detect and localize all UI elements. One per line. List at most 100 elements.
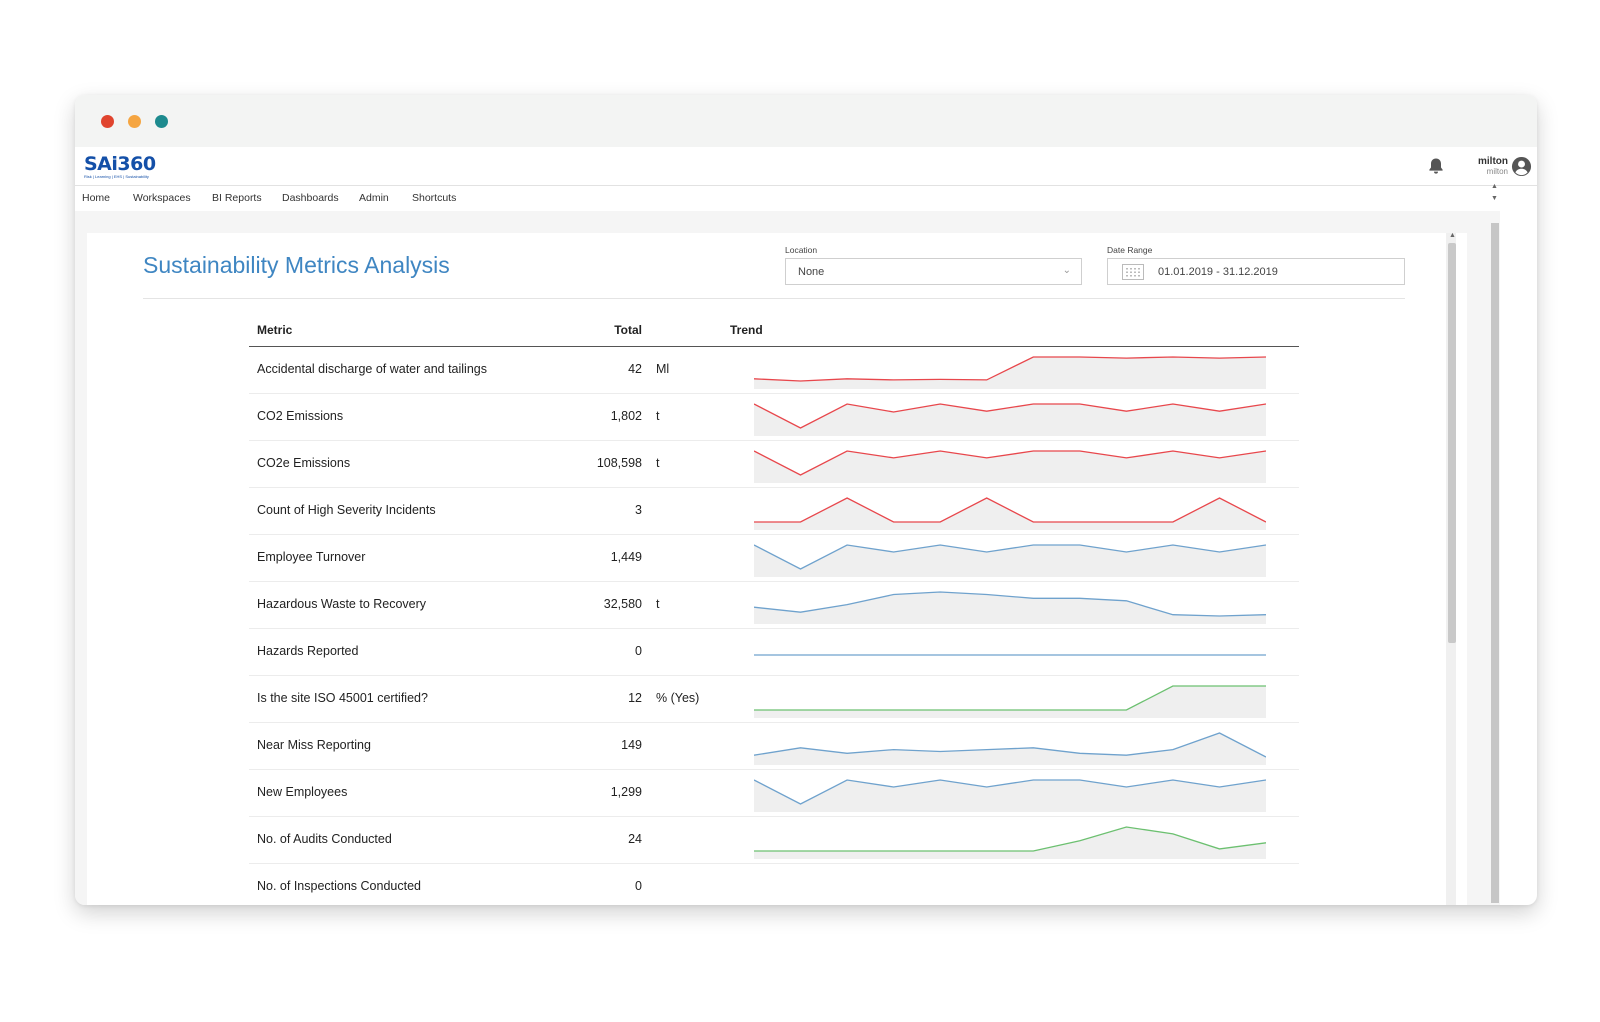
trend-sparkline: [754, 497, 1266, 530]
metric-unit: t: [656, 456, 660, 470]
bell-icon[interactable]: [1426, 156, 1446, 176]
trend-line: [754, 497, 1266, 523]
window-titlebar: [75, 95, 1537, 147]
location-value: None: [798, 266, 825, 278]
logo-tagline: Risk | Learning | EHS | Sustainability: [84, 174, 149, 179]
trend-line: [754, 356, 1266, 382]
trend-area: [754, 545, 1266, 577]
trend-line: [754, 779, 1266, 805]
scroll-up-icon[interactable]: ▲: [1449, 232, 1456, 239]
metric-name[interactable]: CO2e Emissions: [257, 456, 351, 470]
table-row: Employee Turnover 1,449: [249, 535, 1299, 582]
metric-name[interactable]: CO2 Emissions: [257, 409, 344, 423]
trend-line: [754, 403, 1266, 429]
trend-line: [754, 450, 1266, 476]
metric-total: 3: [635, 503, 642, 517]
close-window-button[interactable]: [101, 115, 114, 128]
nav-workspaces[interactable]: Workspaces: [133, 192, 191, 204]
metric-name[interactable]: Accidental discharge of water and tailin…: [257, 362, 487, 376]
trend-line: [754, 826, 1266, 852]
metric-name[interactable]: Near Miss Reporting: [257, 738, 371, 752]
report-panel: Sustainability Metrics Analysis Location…: [87, 233, 1467, 905]
main-nav: Home Workspaces BI Reports Dashboards Ad…: [75, 186, 1537, 211]
header-total: Total: [614, 323, 642, 337]
metric-name[interactable]: No. of Audits Conducted: [257, 832, 392, 846]
header-metric: Metric: [257, 323, 293, 337]
metric-name[interactable]: Hazards Reported: [257, 644, 359, 658]
trend-sparkline: [754, 356, 1266, 389]
trend-sparkline: [754, 732, 1266, 765]
title-divider: [143, 298, 1405, 299]
page-title: Sustainability Metrics Analysis: [143, 252, 450, 278]
trend-sparkline: [754, 779, 1266, 812]
app-header: SAi360 Risk | Learning | EHS | Sustainab…: [75, 147, 1537, 186]
location-label: Location: [785, 245, 818, 255]
scroll-up-icon[interactable]: ▲: [1491, 183, 1498, 190]
user-menu[interactable]: milton milton ▾: [1470, 154, 1537, 180]
metric-total: 12: [628, 691, 642, 705]
header-divider: [249, 346, 1299, 347]
metric-name[interactable]: New Employees: [257, 785, 348, 799]
trend-area: [754, 451, 1266, 483]
nav-admin[interactable]: Admin: [359, 192, 389, 204]
table-row: Near Miss Reporting 149: [249, 723, 1299, 770]
location-select[interactable]: None ⌄: [785, 258, 1082, 285]
trend-sparkline: [754, 591, 1266, 624]
page-scrollbar-thumb[interactable]: [1491, 223, 1499, 903]
trend-line: [754, 544, 1266, 570]
table-row: Is the site ISO 45001 certified? 12 % (Yes…: [249, 676, 1299, 723]
metric-total: 32,580: [603, 597, 642, 611]
nav-dashboards[interactable]: Dashboards: [282, 192, 339, 204]
trend-area: [754, 357, 1266, 389]
logo-text: SAi360: [84, 153, 156, 175]
metric-total: 0: [635, 644, 642, 658]
trend-sparkline: [754, 450, 1266, 483]
user-subtitle: milton: [1486, 167, 1508, 176]
user-avatar-icon[interactable]: [1511, 156, 1532, 177]
table-row: Accidental discharge of water and tailin…: [249, 347, 1299, 394]
chevron-down-icon: ⌄: [1062, 265, 1071, 276]
sai360-logo[interactable]: SAi360 Risk | Learning | EHS | Sustainab…: [84, 154, 156, 179]
panel-scrollbar-thumb[interactable]: [1448, 243, 1456, 643]
trend-line: [754, 685, 1266, 711]
maximize-window-button[interactable]: [155, 115, 168, 128]
metric-name[interactable]: Hazardous Waste to Recovery: [257, 597, 427, 611]
metric-name[interactable]: No. of Inspections Conducted: [257, 879, 421, 893]
header-trend: Trend: [730, 323, 763, 337]
date-range-label: Date Range: [1107, 245, 1153, 255]
metric-unit: Ml: [656, 362, 670, 376]
metric-name[interactable]: Is the site ISO 45001 certified?: [257, 691, 428, 705]
minimize-window-button[interactable]: [128, 115, 141, 128]
scroll-down-icon[interactable]: ▼: [1491, 195, 1498, 202]
metric-total: 1,299: [610, 785, 642, 799]
metric-name[interactable]: Count of High Severity Incidents: [257, 503, 436, 517]
metric-total: 1,449: [610, 550, 642, 564]
metric-name[interactable]: Employee Turnover: [257, 550, 366, 564]
trend-sparkline: [754, 826, 1266, 859]
metric-total: 0: [635, 879, 642, 893]
metric-unit: t: [656, 597, 660, 611]
trend-area: [754, 686, 1266, 718]
table-row: New Employees 1,299: [249, 770, 1299, 817]
trend-area: [754, 592, 1266, 624]
table-row: No. of Inspections Conducted 0: [249, 864, 1299, 905]
date-range-input[interactable]: 01.01.2019 - 31.12.2019: [1107, 258, 1405, 285]
nav-shortcuts[interactable]: Shortcuts: [412, 192, 457, 204]
table-row: Count of High Severity Incidents 3: [249, 488, 1299, 535]
nav-home[interactable]: Home: [82, 192, 111, 204]
trend-sparkline: [754, 544, 1266, 577]
metric-total: 1,802: [610, 409, 642, 423]
trend-area: [754, 780, 1266, 812]
trend-line: [754, 591, 1266, 617]
trend-area: [754, 827, 1266, 859]
trend-sparkline: [754, 654, 1266, 656]
metric-total: 149: [621, 738, 642, 752]
table-row: CO2 Emissions 1,802 t: [249, 394, 1299, 441]
calendar-icon[interactable]: [1122, 264, 1144, 280]
metric-total: 24: [628, 832, 642, 846]
metric-total: 108,598: [596, 456, 642, 470]
nav-bi-reports[interactable]: BI Reports: [212, 192, 262, 204]
user-name: milton: [1478, 156, 1508, 167]
trend-sparkline: [754, 403, 1266, 436]
trend-sparkline: [754, 685, 1266, 718]
